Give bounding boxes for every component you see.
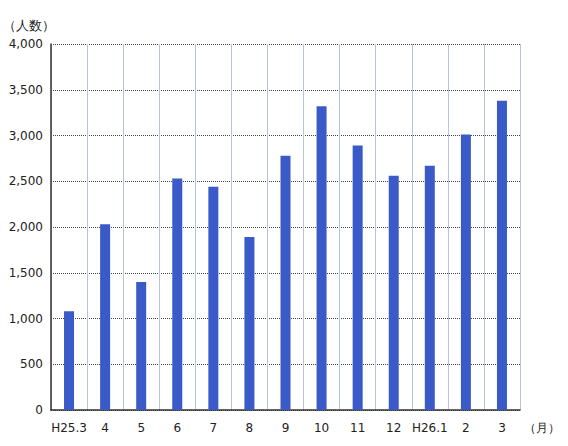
svg-text:6: 6 (173, 421, 181, 435)
svg-text:2,000: 2,000 (9, 220, 43, 234)
svg-text:10: 10 (314, 421, 329, 435)
svg-text:（人数）: （人数） (3, 18, 55, 33)
svg-text:0: 0 (35, 403, 43, 417)
svg-text:3: 3 (498, 421, 506, 435)
svg-text:（月）: （月） (524, 421, 560, 435)
svg-text:2,500: 2,500 (9, 174, 43, 188)
svg-text:9: 9 (282, 421, 290, 435)
svg-text:H26.1: H26.1 (412, 421, 448, 435)
svg-text:3,500: 3,500 (9, 83, 43, 97)
svg-text:4: 4 (101, 421, 109, 435)
svg-text:3,000: 3,000 (9, 129, 43, 143)
svg-text:1,000: 1,000 (9, 312, 43, 326)
svg-text:11: 11 (350, 421, 365, 435)
svg-text:4,000: 4,000 (9, 37, 43, 51)
svg-text:H25.3: H25.3 (51, 421, 87, 435)
svg-text:2: 2 (462, 421, 470, 435)
svg-text:1,500: 1,500 (9, 266, 43, 280)
svg-text:12: 12 (386, 421, 401, 435)
svg-text:8: 8 (246, 421, 254, 435)
svg-text:500: 500 (20, 357, 43, 371)
svg-text:5: 5 (137, 421, 145, 435)
svg-text:7: 7 (210, 421, 218, 435)
